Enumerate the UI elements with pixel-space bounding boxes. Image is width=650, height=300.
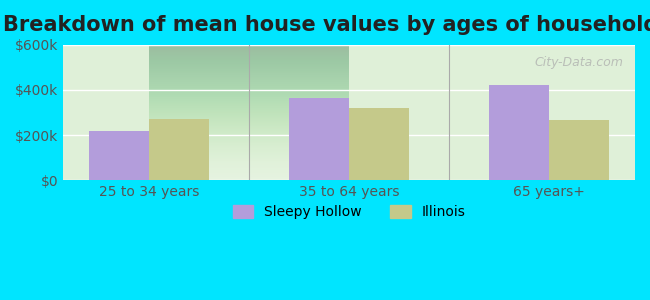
Bar (549, 120, 609, 180)
Bar (349, 108, 409, 180)
Text: City-Data.com: City-Data.com (535, 56, 623, 69)
Title: Breakdown of mean house values by ages of householders: Breakdown of mean house values by ages o… (3, 15, 650, 35)
Legend: Sleepy Hollow, Illinois: Sleepy Hollow, Illinois (227, 200, 471, 225)
Bar (489, 85, 549, 180)
Bar (89, 130, 150, 180)
Bar (150, 119, 209, 180)
Bar (289, 98, 349, 180)
